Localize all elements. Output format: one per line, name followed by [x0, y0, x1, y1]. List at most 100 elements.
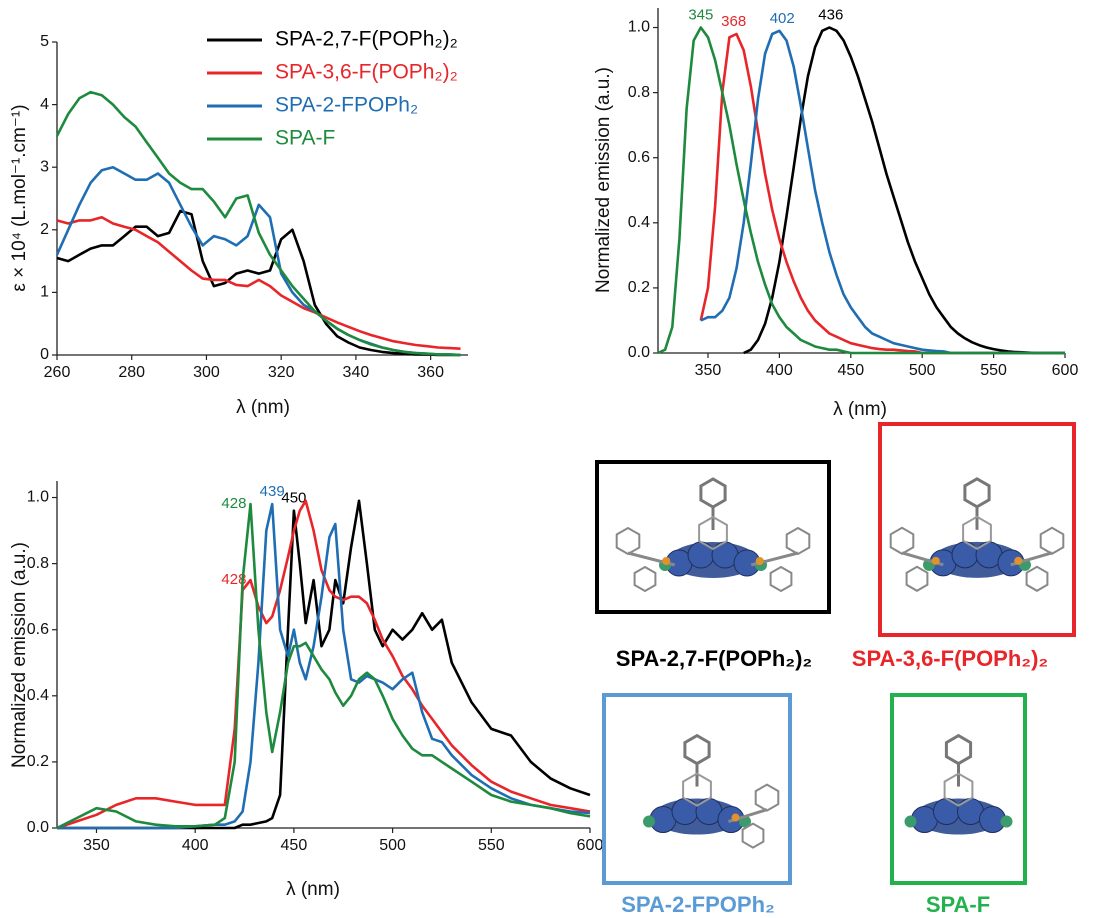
x-tick-label: 340: [343, 364, 370, 381]
series-line: [657, 26, 1065, 355]
x-tick-label: 450: [281, 837, 308, 854]
y-axis-label: Normalized emission (a.u.): [9, 542, 30, 768]
structure-label: SPA-3,6-F(POPh₂)₂: [852, 646, 1048, 671]
y-tick-label: 0.6: [628, 149, 650, 166]
y-tick-label: 4: [40, 96, 49, 113]
phosphorus: [755, 557, 764, 565]
x-tick-label: 400: [766, 362, 793, 379]
phosphorus: [1014, 556, 1023, 565]
x-tick-label: 320: [268, 364, 295, 381]
series-line: [56, 502, 591, 830]
x-tick-label: 350: [695, 362, 722, 379]
x-tick-label: 400: [182, 837, 209, 854]
x-tick-label: 550: [980, 362, 1007, 379]
x-tick-label: 600: [577, 837, 604, 854]
structure-frame: [878, 422, 1076, 637]
orbital-lobe: [951, 541, 979, 569]
phenyl-ring: [963, 477, 991, 509]
y-tick-label: 5: [40, 33, 49, 50]
y-tick-label: 3: [40, 158, 49, 175]
series-line: [56, 216, 461, 350]
peak-label: 436: [818, 6, 843, 23]
peak-label: 428: [221, 571, 246, 588]
x-tick-label: 280: [118, 364, 145, 381]
orbital-lobe: [671, 798, 699, 826]
series-line: [743, 26, 1065, 355]
phosphorus: [931, 556, 940, 565]
peak-label: 439: [260, 483, 285, 500]
side-ring: [785, 526, 811, 556]
phenyl-ring: [944, 733, 973, 766]
x-tick-label: 500: [379, 837, 406, 854]
x-tick-label: 300: [193, 364, 220, 381]
y-tick-label: 0.4: [628, 214, 650, 231]
y-tick-label: 0.8: [628, 84, 650, 101]
peak-label: 368: [721, 13, 746, 30]
acridine: [698, 515, 728, 551]
x-tick-label: 260: [44, 364, 71, 381]
acridine: [962, 515, 992, 550]
series-line: [699, 32, 1065, 355]
y-tick-label: 0.6: [27, 621, 49, 638]
legend-label: SPA-2,7-F(POPh₂)₂: [275, 28, 458, 51]
peak-label: 345: [688, 6, 713, 23]
x-tick-label: 350: [83, 837, 110, 854]
phosphorus: [662, 557, 671, 565]
legend-label: SPA-F: [275, 127, 335, 150]
series-line: [700, 29, 1065, 355]
side-ring: [889, 526, 915, 555]
x-axis-label: λ (nm): [236, 397, 290, 418]
x-axis-label: λ (nm): [833, 399, 887, 420]
orbital-edge: [1000, 815, 1013, 828]
structure-panel: SPA-2,7-F(POPh₂)₂: [595, 460, 831, 671]
x-axis-label: λ (nm): [286, 879, 340, 900]
y-tick-label: 1.0: [27, 489, 49, 506]
series-line: [55, 165, 461, 357]
y-axis-label: ε × 10⁴ (L.mol⁻¹.cm⁻¹): [9, 104, 30, 291]
peak-label: 450: [281, 490, 306, 507]
series-line: [57, 499, 591, 830]
orbital-lobe: [687, 541, 715, 569]
structure-panel: SPA-2-FPOPh₂: [602, 693, 792, 917]
x-tick-label: 550: [478, 837, 505, 854]
structure-panel: SPA-3,6-F(POPh₂)₂: [852, 422, 1076, 671]
y-tick-label: 2: [40, 221, 49, 238]
x-tick-label: 600: [1052, 362, 1079, 379]
peak-label: 428: [221, 495, 246, 512]
structure-label: SPA-2-FPOPh₂: [621, 892, 775, 917]
y-axis-label: Normalized emission (a.u.): [593, 67, 614, 293]
series-line: [57, 502, 591, 830]
side-ring: [741, 822, 765, 849]
structure-label: SPA-F: [926, 892, 990, 917]
side-ring: [1039, 526, 1065, 555]
x-tick-label: 450: [837, 362, 864, 379]
side-ring: [769, 565, 793, 593]
phosphorus: [731, 813, 740, 822]
structure-frame: [890, 693, 1027, 885]
structure-panel: SPA-F: [890, 693, 1027, 917]
side-ring: [754, 783, 780, 812]
side-ring: [905, 565, 929, 592]
y-tick-label: 0.0: [628, 344, 650, 361]
structure-frame: [602, 693, 792, 885]
acridine: [682, 772, 712, 807]
acridine: [943, 772, 974, 807]
peak-label: 402: [770, 10, 795, 27]
x-tick-label: 500: [909, 362, 936, 379]
side-ring: [633, 565, 657, 593]
side-ring: [615, 526, 641, 556]
structure-frame: [595, 460, 831, 614]
series-line: [56, 499, 591, 830]
y-tick-label: 0.0: [27, 819, 49, 836]
y-tick-label: 0.2: [628, 279, 650, 296]
y-tick-label: 0.2: [27, 753, 49, 770]
legend-label: SPA-3,6-F(POPh₂)₂: [275, 61, 458, 84]
y-tick-label: 0: [40, 346, 49, 363]
y-tick-label: 1.0: [628, 19, 650, 36]
series-line: [56, 209, 461, 357]
orbital-edge: [904, 815, 917, 828]
phenyl-ring: [683, 733, 711, 766]
legend-label: SPA-2-FPOPh₂: [275, 94, 418, 117]
structure-label: SPA-2,7-F(POPh₂)₂: [616, 646, 812, 671]
